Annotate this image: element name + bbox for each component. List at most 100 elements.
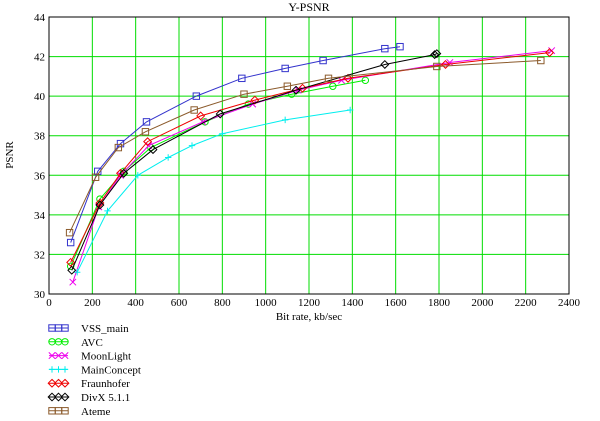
- legend-item: AVC: [48, 337, 103, 349]
- data-point: [294, 86, 302, 94]
- axis-ticks: 0 200 400 600 800 1000 1200 1400 1600 1800 2000 220…: [34, 12, 581, 309]
- data-point: [343, 73, 353, 83]
- legend-marker: [48, 352, 56, 360]
- legend-label: Fraunhofer: [81, 378, 130, 390]
- data-point: [104, 207, 111, 215]
- data-point: [65, 228, 74, 237]
- legend-marker: [60, 378, 70, 388]
- data-point: [238, 74, 246, 83]
- data-point: [440, 59, 451, 69]
- series-line: [71, 53, 438, 271]
- data-point: [240, 90, 248, 98]
- data-point: [114, 143, 123, 152]
- data-point: [116, 171, 125, 179]
- data-point: [537, 56, 545, 65]
- data-point: [319, 56, 327, 65]
- legend-marker: [47, 378, 57, 388]
- legend-marker: [61, 366, 69, 373]
- data-point: [432, 49, 442, 59]
- legend-marker: [61, 352, 69, 360]
- data-point: [190, 106, 198, 114]
- data-point: [192, 92, 201, 100]
- data-point: [544, 48, 555, 58]
- y-tick-label: 42: [34, 52, 45, 64]
- legend-marker: [53, 392, 64, 402]
- data-point: [281, 116, 289, 124]
- series-line: [70, 46, 401, 243]
- data-point: [66, 238, 75, 247]
- y-tick-label: 36: [34, 170, 46, 182]
- data-point: [148, 145, 158, 155]
- legend-marker: [61, 338, 69, 346]
- y-tick-label: 38: [34, 131, 46, 143]
- legend-label: VSS_main: [81, 323, 129, 335]
- data-point: [430, 50, 440, 60]
- legend-label: AVC: [81, 337, 103, 349]
- data-point: [380, 59, 390, 69]
- x-tick-label: 0: [46, 297, 52, 309]
- legend-item: MoonLight: [48, 351, 131, 363]
- legend-marker: [47, 392, 57, 402]
- data-point: [143, 137, 153, 147]
- y-tick-label: 40: [34, 91, 46, 103]
- data-point: [73, 269, 81, 276]
- legend-item: DivX 5.1.1: [47, 392, 130, 404]
- data-point: [69, 278, 77, 286]
- data-point: [281, 64, 289, 73]
- data-point: [283, 82, 292, 90]
- series-layer: [65, 42, 556, 286]
- x-tick-label: 1800: [428, 297, 451, 309]
- data-point: [142, 118, 151, 126]
- legend-item: Ateme: [48, 406, 110, 418]
- data-point: [196, 111, 206, 121]
- x-tick-label: 2400: [558, 297, 581, 309]
- legend-marker: [53, 378, 64, 388]
- legend-item: Fraunhofer: [47, 378, 130, 390]
- series-line: [70, 52, 550, 263]
- x-axis-title: Bit rate, kb/sec: [276, 311, 342, 323]
- data-point: [291, 85, 301, 95]
- y-axis-title: PSNR: [4, 141, 16, 169]
- legend-item: MainConcept: [48, 364, 141, 376]
- data-point: [95, 200, 105, 210]
- data-point: [433, 62, 441, 71]
- data-point: [164, 154, 172, 161]
- series-line: [76, 109, 351, 273]
- legend-label: Ateme: [81, 406, 110, 418]
- series-line: [69, 60, 541, 233]
- y-tick-label: 34: [34, 210, 46, 222]
- series-ateme: [65, 56, 545, 237]
- x-tick-label: 800: [214, 297, 231, 309]
- series-divx-5-1-1: [67, 49, 442, 275]
- grid: [48, 16, 570, 295]
- series-fraunhofer: [66, 48, 555, 267]
- x-tick-label: 2200: [515, 297, 538, 309]
- data-point: [250, 95, 260, 105]
- y-tick-label: 44: [34, 12, 46, 24]
- legend-marker: [54, 352, 63, 360]
- data-point: [219, 130, 226, 137]
- data-point: [66, 257, 76, 267]
- x-tick-label: 200: [84, 297, 101, 309]
- data-point: [215, 109, 225, 119]
- x-tick-label: 2000: [471, 297, 494, 309]
- data-point: [119, 168, 129, 178]
- series-mainconcept: [73, 106, 354, 276]
- series-line: [70, 79, 366, 267]
- legend-label: MoonLight: [81, 351, 131, 363]
- x-tick-label: 1400: [341, 297, 364, 309]
- data-point: [361, 76, 370, 85]
- series-vss-main: [66, 42, 404, 247]
- legend-marker: [61, 407, 69, 415]
- data-point: [188, 142, 196, 149]
- legend-marker: [60, 392, 70, 402]
- plot-area-frame: [48, 16, 570, 295]
- chart-title: Y-PSNR: [288, 0, 329, 14]
- data-point: [329, 82, 337, 90]
- data-point: [141, 128, 150, 136]
- x-tick-label: 1200: [298, 297, 321, 309]
- series-avc: [66, 76, 370, 270]
- legend-marker: [55, 366, 62, 373]
